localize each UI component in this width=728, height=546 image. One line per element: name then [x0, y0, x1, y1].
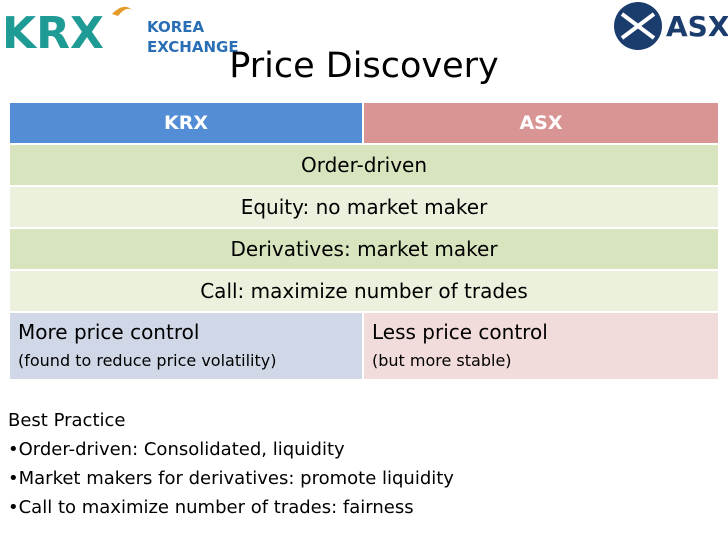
krx-name-line: KOREA: [147, 18, 204, 36]
shared-row: Order-driven: [10, 145, 718, 185]
best-practice-item: •Call to maximize number of trades: fair…: [8, 497, 414, 518]
cell-main: More price control: [18, 320, 200, 344]
krx-name-line: EXCHANGE: [147, 38, 239, 56]
cell-main: Less price control: [372, 320, 548, 344]
asx-cross: [620, 12, 656, 40]
header-cell: ASX: [364, 103, 718, 143]
title: Price Discovery: [229, 46, 499, 86]
krx-logo: KRX KOREA EXCHANGE: [2, 6, 239, 59]
header-cell: KRX: [10, 103, 362, 143]
shared-row: Equity: no market maker: [10, 187, 718, 227]
best-practice-heading: Best Practice: [8, 410, 126, 431]
shared-row: Call: maximize number of trades: [10, 271, 718, 311]
best-practice-item: •Order-driven: Consolidated, liquidity: [8, 439, 345, 460]
shared-row: Derivatives: market maker: [10, 229, 718, 269]
best-practice-item: •Market makers for derivatives: promote …: [8, 468, 454, 489]
krx-mark: KRX: [2, 8, 104, 59]
asx-mark: ASX: [666, 10, 728, 43]
krx-swoosh: [112, 6, 132, 17]
split-cell: More price control (found to reduce pric…: [10, 313, 362, 379]
cell-note: (but more stable): [372, 351, 512, 370]
cell-note: (found to reduce price volatility): [18, 351, 277, 370]
split-cell: Less price control (but more stable): [364, 313, 718, 379]
asx-logo: ASX: [614, 2, 728, 50]
